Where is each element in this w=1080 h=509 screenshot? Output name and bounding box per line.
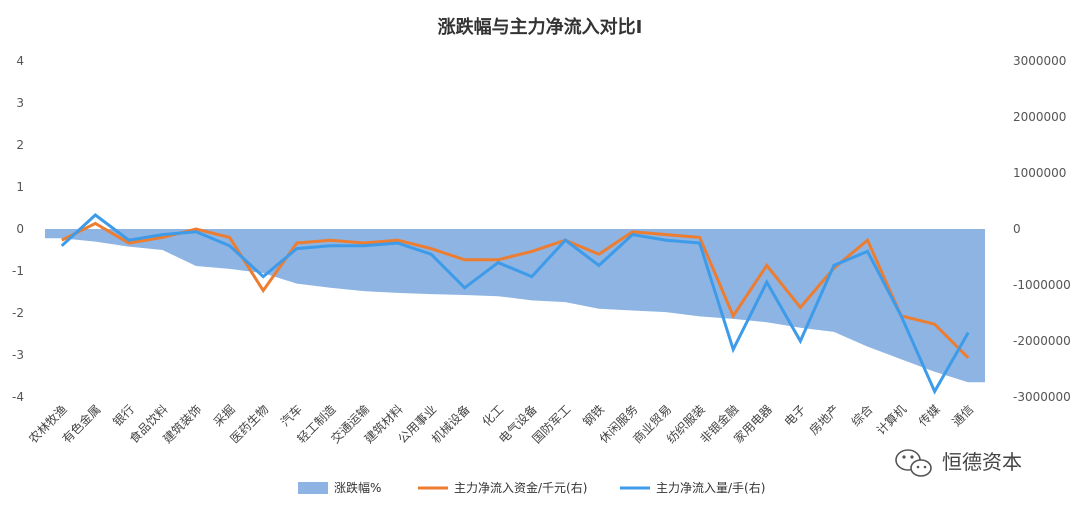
legend-label: 涨跌幅%: [334, 480, 381, 495]
legend-item: 主力净流入量/手(右): [620, 480, 765, 495]
left-tick-label: -4: [12, 390, 24, 404]
category-label: 综合: [848, 402, 876, 430]
right-tick-label: 2000000: [1013, 110, 1066, 124]
line-net-inflow-volume: [60, 213, 970, 395]
right-tick-label: 3000000: [1013, 54, 1066, 68]
category-label: 房地产: [806, 402, 842, 438]
category-label: 通信: [949, 402, 976, 429]
line-series: [60, 213, 970, 395]
left-axis: 4 3 2 1 0 -1 -2 -3 -4: [12, 54, 24, 404]
left-tick-label: 1: [16, 180, 24, 194]
area-series: [45, 229, 985, 383]
left-tick-label: -1: [12, 264, 24, 278]
right-tick-label: 1000000: [1013, 166, 1066, 180]
legend: 涨跌幅% 主力净流入资金/千元(右) 主力净流入量/手(右): [298, 480, 765, 495]
left-tick-label: 2: [16, 138, 24, 152]
line-net-inflow-funds: [61, 221, 970, 359]
chart-title: 涨跌幅与主力净流入对比I: [438, 16, 643, 38]
right-tick-label: -3000000: [1013, 390, 1071, 404]
legend-label: 主力净流入资金/千元(右): [454, 480, 587, 495]
left-tick-label: -2: [12, 306, 24, 320]
left-tick-label: 3: [16, 96, 24, 110]
left-tick-label: -3: [12, 348, 24, 362]
legend-swatch: [298, 482, 328, 494]
category-label: 传媒: [915, 402, 943, 430]
right-tick-label: 0: [1013, 222, 1021, 236]
category-label: 化工: [479, 402, 506, 429]
left-tick-label: 4: [16, 54, 24, 68]
category-label: 钢铁: [580, 402, 607, 429]
category-label: 电子: [782, 402, 809, 429]
category-label: 采掘: [210, 402, 238, 430]
category-label: 计算机: [873, 402, 909, 438]
wechat-icon: [895, 449, 932, 477]
watermark: 恒德资本: [895, 449, 1022, 477]
left-tick-label: 0: [16, 222, 24, 236]
legend-item: 主力净流入资金/千元(右): [418, 480, 587, 495]
right-tick-label: -2000000: [1013, 334, 1071, 348]
watermark-text: 恒德资本: [942, 450, 1022, 474]
legend-item: 涨跌幅%: [298, 480, 381, 495]
right-axis: 3000000 2000000 1000000 0 -1000000 -2000000 -3…: [1013, 54, 1071, 404]
category-label: 汽车: [277, 402, 305, 430]
category-label: 银行: [110, 402, 137, 429]
legend-label: 主力净流入量/手(右): [656, 480, 765, 495]
right-tick-label: -1000000: [1013, 278, 1071, 292]
area-change-pct: [45, 229, 985, 383]
